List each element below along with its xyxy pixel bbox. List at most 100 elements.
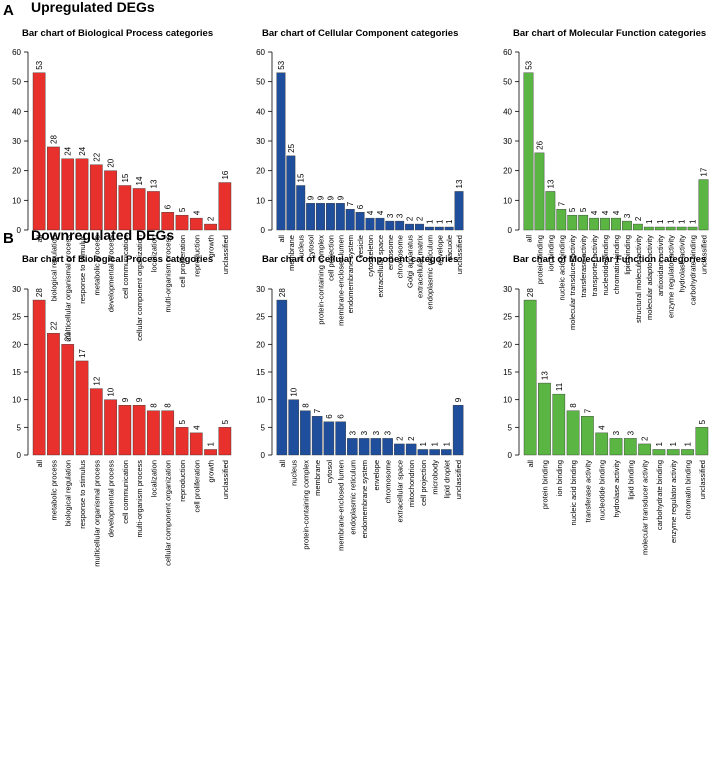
chart-2-value-label: 7 [346,201,355,206]
chart-5-bar [405,443,417,456]
chart-5-bar [441,449,452,456]
chart-4-bar [218,427,232,456]
chart-3-value-label: 5 [579,207,588,212]
chart-5-value-label: 3 [384,430,393,435]
chart-4-bar [104,399,117,456]
chart-1-y-tick-label: 30 [12,137,21,146]
chart-4-category-label: growth [207,460,216,483]
chart-6-y-tick-label: 15 [503,368,512,377]
chart-1-value-label: 14 [135,176,144,185]
chart-2-bar [325,203,335,231]
chart-3-value-label: 53 [524,60,533,69]
chart-1-category-label: localization [149,235,158,272]
chart-2-bar [276,72,286,231]
chart-2-bar [316,203,325,231]
chart-2-bar [385,220,395,231]
chart-4-bar [89,388,103,456]
chart-4-value-label: 17 [78,348,87,357]
chart-3-category-label: molecular adaptor activity [645,235,654,320]
chart-3-category-label: hydrolase activity [678,235,687,293]
chart-2-bar [454,191,464,231]
chart-2-category-label: vacuole [445,235,454,261]
chart-6-value-label: 13 [540,371,549,380]
section-letter-a: A [3,2,14,19]
chart-6-category-label: ion binding [555,460,564,496]
chart-5-category-label: protein-containing complex [301,460,310,550]
chart-3-bar [578,214,589,231]
chart-2-bar [444,226,454,231]
chart-2-value-label: 9 [326,195,335,200]
chart-3-value-label: 2 [634,216,643,221]
chart-4-bar [75,360,89,456]
chart-6-category-label: nucleotide binding [598,460,607,520]
chart-4-value-label: 12 [92,376,101,385]
chart-1-category-label: cell proliferation [178,235,187,288]
chart-2-value-label: 25 [287,143,296,152]
chart-6-value-label: 1 [684,441,693,446]
chart-1-category-label: unclassified [221,235,230,274]
chart-5-bar [335,421,346,456]
chart-4-value-label: 5 [221,419,230,424]
chart-2-value-label: 15 [297,173,306,182]
chart-3-category-label: all [524,235,533,243]
chart-3-bar [523,72,534,231]
chart-2-bar [365,217,375,231]
chart-5-title: Bar chart of Cellular Component categori… [262,254,458,265]
chart-1-bar [32,72,46,231]
chart-4-value-label: 4 [192,425,201,430]
chart-1-category-label: all [35,235,44,243]
chart-5-category-label: all [278,460,287,468]
chart-3-bar [611,217,621,231]
chart-6-value-label: 3 [626,430,635,435]
chart-4-category-label: cell proliferation [192,460,201,513]
chart-5-bar [323,421,335,456]
chart-3-y-tick-label: 60 [503,48,512,57]
chart-4-category-label: cellular component organization [164,460,173,566]
chart-6-value-label: 7 [583,408,592,413]
section-title-downregulated: Downregulated DEGs [31,227,175,243]
chart-3-value-label: 4 [590,210,599,215]
chart-1-bar [75,158,89,231]
chart-3-value-label: 13 [546,179,555,188]
chart-6-bar [538,382,551,456]
chart-3-value-label: 1 [645,219,654,224]
chart-3-bar [687,226,698,231]
chart-2-value-label: 9 [307,195,316,200]
chart-4-value-label: 5 [178,419,187,424]
chart-6-category-label: protein binding [540,460,549,509]
chart-2-value-label: 53 [277,60,286,69]
chart-6-bar [523,299,537,456]
chart-5-bar [288,399,299,456]
chart-5-bar [382,438,393,456]
chart-2-bar [375,217,385,231]
chart-5-category-label: membrane-enclosed lumen [337,460,346,551]
chart-2-value-label: 2 [415,216,424,221]
chart-5-value-label: 7 [313,408,322,413]
chart-3-y-tick-label: 20 [503,167,512,176]
chart-5-value-label: 3 [348,430,357,435]
chart-5-y-tick-label: 15 [256,368,265,377]
chart-3-value-label: 1 [667,219,676,224]
chart-1-y-tick-label: 60 [12,48,21,57]
chart-2-category-label: all [277,235,286,243]
chart-4-category-label: multicellular organismal process [92,460,101,567]
chart-2-bar [296,185,306,231]
chart-4-y-tick-label: 10 [12,396,21,405]
chart-1-category-label: response to stimulus [78,235,87,304]
chart-6-bar [652,449,666,456]
chart-3-bar [567,214,578,231]
section-title-upregulated: Upregulated DEGs [31,0,155,15]
chart-4-value-label: 8 [164,403,173,408]
chart-6-bar [638,443,651,456]
chart-6-y-tick-label: 25 [503,313,512,322]
chart-2-title: Bar chart of Cellular Component categori… [262,28,458,39]
chart-4-category-label: response to stimulus [78,460,87,529]
chart-1-bar [204,223,217,231]
chart-5-y-tick-label: 10 [256,396,265,405]
chart-4-category-label: developmental process [107,460,116,537]
chart-5-bar [452,405,464,456]
chart-6-bar [581,416,594,456]
chart-5-bar [276,299,288,456]
chart-6-bar [552,393,566,456]
